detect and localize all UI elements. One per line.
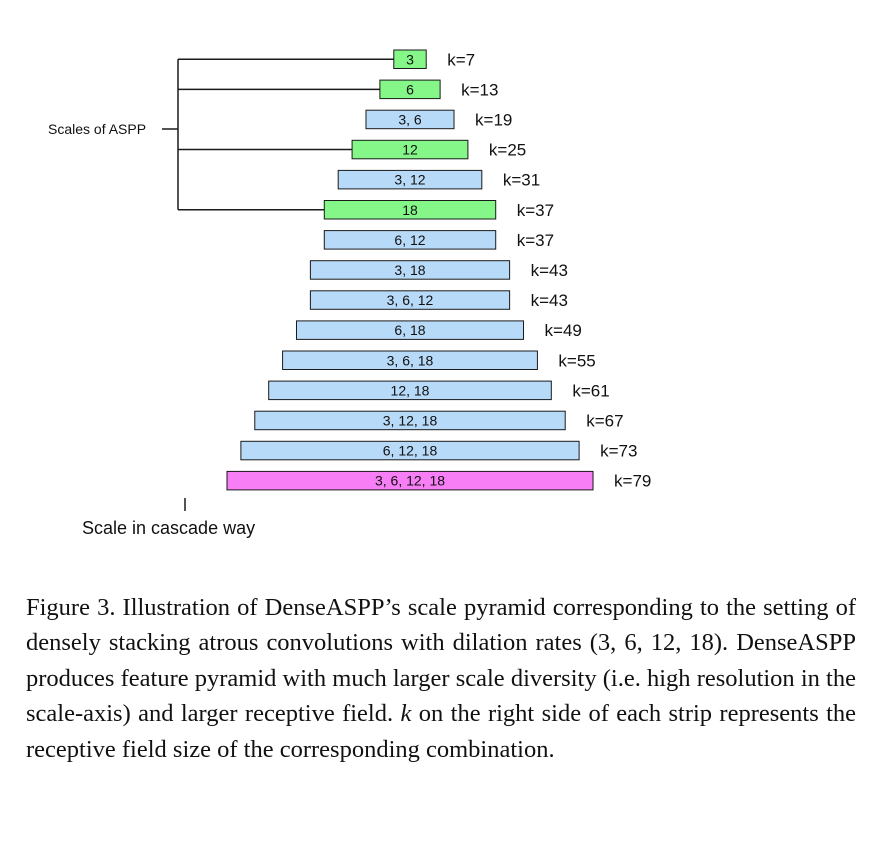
strip-bar-blue: [337, 169, 483, 190]
strip-rates-label: 3, 12, 18: [383, 412, 438, 428]
strip-rates-label: 12, 18: [391, 382, 430, 398]
strip-k-label: k=67: [586, 411, 623, 430]
strip-bar-blue: [323, 230, 497, 250]
scale-pyramid-diagram: 3 k=7 6 k=13 3, 6 k=19 12 k=25 3, 12 k=31 18 k=37 6,…: [48, 49, 651, 538]
strip-rates-label: 3, 6, 12: [387, 292, 434, 308]
strip-rates-label: 18: [402, 202, 418, 218]
strip-rates-label: 6, 18: [394, 322, 425, 338]
strip-k-label: k=43: [531, 291, 568, 310]
strip-bar-blue: [268, 380, 552, 401]
strip-k-label: k=79: [614, 472, 651, 491]
strip-k-label: k=55: [558, 351, 595, 370]
strip-k-label: k=13: [461, 80, 498, 99]
strip-k-label: k=37: [517, 231, 554, 250]
strip-bar-blue: [365, 109, 455, 130]
strip-rates-label: 6, 12, 18: [383, 443, 438, 459]
cascade-label: Scale in cascade way: [82, 518, 255, 538]
caption-text-end: on the right side of each strip represen…: [26, 700, 857, 763]
strip-k-label: k=31: [503, 171, 540, 190]
strip-k-label: k=61: [572, 381, 609, 400]
aspp-bracket: [162, 58, 394, 211]
strip-rates-label: 6, 12: [394, 232, 425, 248]
strip-bar-blue: [309, 290, 511, 310]
figure-caption: Figure 3. Illustration of DenseASPP’s sc…: [26, 590, 856, 767]
strip-bar-blue: [295, 320, 525, 340]
strip-rates-label: 3: [406, 51, 414, 67]
strip-k-label: k=43: [531, 261, 568, 280]
caption-text-main: Figure 3. Illustration of DenseASPP’s sc…: [26, 594, 856, 728]
strip-rates-label: 3, 6, 18: [387, 352, 434, 368]
strips-group: 3 k=7 6 k=13 3, 6 k=19 12 k=25 3, 12 k=31 18 k=37 6,…: [226, 49, 651, 491]
strip-bar-blue: [282, 350, 538, 370]
strip-k-label: k=37: [517, 201, 554, 220]
strip-rates-label: 6: [406, 81, 414, 97]
strip-rates-label: 3, 6: [398, 111, 422, 127]
strip-k-label: k=73: [600, 442, 637, 461]
strip-k-label: k=25: [489, 141, 526, 160]
strip-k-label: k=7: [447, 50, 475, 69]
strip-rates-label: 3, 6, 12, 18: [375, 473, 445, 489]
strip-bar-magenta: [226, 470, 594, 491]
strip-bar-blue: [254, 410, 566, 431]
strip-bar-blue: [309, 260, 511, 280]
aspp-label: Scales of ASPP: [48, 121, 146, 137]
strip-k-label: k=49: [545, 321, 582, 340]
strip-rates-label: 3, 18: [394, 262, 425, 278]
caption-k-symbol: k: [400, 700, 412, 728]
strip-rates-label: 3, 12: [394, 172, 425, 188]
strip-bar-blue: [240, 440, 580, 461]
strip-rates-label: 12: [402, 142, 418, 158]
strip-k-label: k=19: [475, 110, 512, 129]
